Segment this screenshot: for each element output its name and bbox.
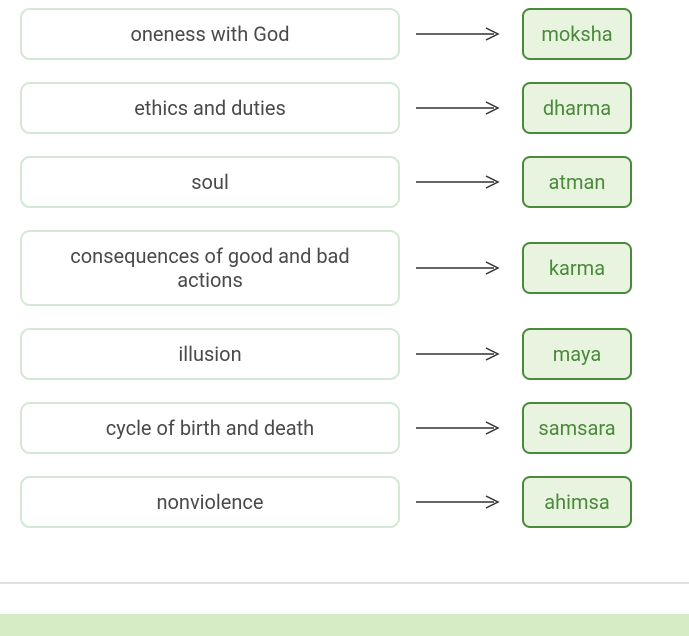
footer-band — [0, 614, 689, 636]
match-row: consequences of good and bad actions kar… — [20, 230, 669, 306]
arrow-icon — [416, 174, 506, 190]
definition-box: illusion — [20, 328, 400, 380]
definition-box: cycle of birth and death — [20, 402, 400, 454]
definition-box: oneness with God — [20, 8, 400, 60]
arrow-icon — [416, 494, 506, 510]
match-row: nonviolence ahimsa — [20, 476, 669, 528]
matching-diagram: oneness with God moksha ethics and dutie… — [0, 0, 689, 570]
arrow-icon — [416, 420, 506, 436]
arrow-icon — [416, 346, 506, 362]
match-row: soul atman — [20, 156, 669, 208]
definition-box: nonviolence — [20, 476, 400, 528]
term-box: maya — [522, 328, 632, 380]
term-box: samsara — [522, 402, 632, 454]
arrow-icon — [416, 100, 506, 116]
term-box: moksha — [522, 8, 632, 60]
match-row: cycle of birth and death samsara — [20, 402, 669, 454]
definition-box: consequences of good and bad actions — [20, 230, 400, 306]
arrow-icon — [416, 26, 506, 42]
definition-box: ethics and duties — [20, 82, 400, 134]
match-row: illusion maya — [20, 328, 669, 380]
match-row: ethics and duties dharma — [20, 82, 669, 134]
term-box: karma — [522, 242, 632, 294]
section-divider — [0, 582, 689, 584]
term-box: atman — [522, 156, 632, 208]
definition-box: soul — [20, 156, 400, 208]
arrow-icon — [416, 260, 506, 276]
term-box: ahimsa — [522, 476, 632, 528]
term-box: dharma — [522, 82, 632, 134]
match-row: oneness with God moksha — [20, 8, 669, 60]
